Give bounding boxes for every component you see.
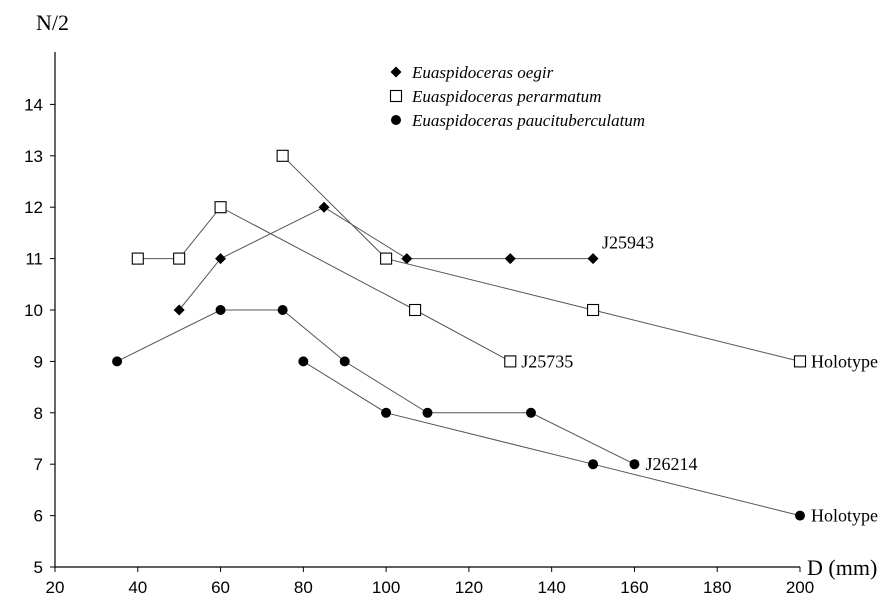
series-line [137,206,511,362]
data-point [215,305,226,315]
y-ticks: 5 6 7 8 9 10 11 12 13 14 [24,95,55,577]
y-tick-label: 11 [25,250,43,269]
series-end-label: J25943 [602,233,654,253]
data-point [504,253,516,265]
series-end-label: Holotype [811,351,878,371]
data-point [795,510,805,521]
series-end-label: J26214 [645,454,697,474]
y-tick-label: 14 [24,95,43,114]
series-2: J25735 [131,201,573,371]
legend-marker [390,66,402,78]
data-point [298,356,309,367]
y-tick-label: 5 [34,558,43,577]
data-point [112,356,123,367]
data-point [214,201,227,214]
y-tick-label: 8 [34,404,43,423]
x-tick-label: 140 [537,578,565,597]
legend-label: Euaspidoceras paucituberculatum [411,111,645,130]
legend-marker [391,115,401,125]
data-point [793,355,807,368]
data-point [215,253,227,265]
data-point [173,252,186,265]
x-tick-label: 180 [703,578,731,597]
x-tick-label: 60 [211,578,230,597]
series-line [282,155,801,362]
series-4: J26214 [112,305,697,474]
legend-label: Euaspidoceras oegir [411,63,554,82]
data-point [173,304,185,316]
legend: Euaspidoceras oegir Euaspidoceras perarma… [389,63,645,130]
x-ticks: 20 40 60 80 100 120 140 160 180 200 [46,567,814,597]
series-end-label: Holotype [811,506,878,526]
x-tick-label: 200 [786,578,814,597]
x-axis-label: D (mm) [807,555,877,580]
data-point [587,303,600,317]
y-tick-label: 12 [24,198,43,217]
data-point [318,201,330,213]
series-1: J25943 [173,201,654,316]
series-end-label: J25735 [521,351,573,371]
y-axis-label: N/2 [36,10,69,35]
series-line [116,309,635,465]
x-tick-label: 80 [294,578,313,597]
x-tick-label: 20 [46,578,65,597]
x-tick-label: 100 [372,578,400,597]
data-point [131,252,144,265]
data-point [277,305,288,315]
x-tick-label: 160 [620,578,648,597]
series-layer: J25943 J25735 Holotype J26214 Holotype [112,149,878,526]
data-point [381,407,392,418]
data-point [525,407,536,418]
data-point [504,355,517,368]
data-point [409,303,422,317]
data-point [380,252,393,265]
series-5: Holotype [298,356,878,526]
data-point [401,253,413,265]
data-point [587,253,599,265]
data-point [629,459,640,470]
data-point [339,356,350,367]
legend-label: Euaspidoceras perarmatum [411,87,601,106]
x-tick-label: 120 [455,578,483,597]
series-line [178,206,594,311]
series-line [303,360,801,517]
series-3: Holotype [276,149,878,371]
y-tick-label: 6 [34,507,43,526]
y-tick-label: 9 [34,352,43,371]
y-tick-label: 10 [24,301,43,320]
legend-marker [389,89,403,103]
data-point [588,459,599,470]
y-tick-label: 7 [34,455,43,474]
x-tick-label: 40 [128,578,147,597]
y-tick-label: 13 [24,147,43,166]
data-point [422,407,433,418]
data-point [276,149,289,162]
